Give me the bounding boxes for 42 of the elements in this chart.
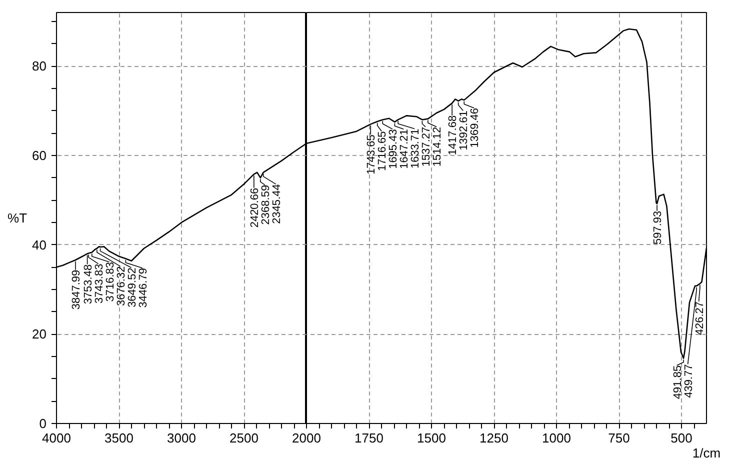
annotation: 1392.61	[458, 110, 470, 150]
annotation: 426.27	[694, 301, 706, 336]
annotation: 1695.43	[388, 129, 400, 169]
x-tick-label: 2000	[292, 430, 321, 446]
x-tick-label: 1250	[480, 430, 508, 446]
annotation: 3649.52	[126, 268, 138, 308]
x-tick-label: 3000	[167, 430, 196, 446]
x-tick-label: 750	[608, 430, 630, 446]
x-tick-label: 1500	[417, 430, 446, 446]
x-tick-label: 1000	[542, 430, 571, 446]
y-tick-label: 40	[32, 237, 47, 252]
y-axis-title: %T	[8, 210, 28, 226]
annotation: 2368.59	[260, 184, 272, 225]
annotation: 597.93	[652, 210, 664, 244]
x-tick-label: 1750	[354, 430, 384, 446]
annotation: 1716.65	[376, 131, 389, 172]
y-tick-label: 60	[32, 148, 47, 163]
annotation: 1417.68	[447, 115, 460, 156]
annotation: 1537.27	[420, 126, 433, 167]
y-tick-label: 20	[32, 326, 47, 342]
annotation: 3753.48	[82, 264, 94, 304]
annotation: 1647.21	[398, 129, 411, 169]
annotation: 439.77	[682, 364, 695, 398]
annotation: 2420.66	[248, 188, 261, 228]
annotation: 1369.46	[469, 108, 482, 148]
annotation: 1633.71	[410, 128, 422, 169]
x-tick-label: 2500	[230, 430, 258, 446]
y-tick-label: 0	[39, 416, 47, 431]
annotation: 2345.44	[270, 184, 283, 224]
x-tick-label: 500	[670, 430, 692, 446]
annotation: 3446.79	[137, 268, 150, 308]
x-axis-title: 1/cm	[692, 446, 721, 460]
annotation: 3676.32	[115, 266, 128, 306]
annotation: 3847.99	[70, 270, 82, 310]
annotation: 1514.12	[432, 126, 444, 167]
annotation: 491.85	[672, 365, 684, 400]
annotation: 3743.83	[93, 264, 106, 304]
y-tick-label: 80	[32, 58, 47, 74]
x-tick-label: 3500	[104, 430, 134, 446]
x-tick-label: 4000	[42, 430, 71, 446]
annotation: 3716.83	[104, 262, 116, 302]
annotation: 1743.65	[366, 134, 378, 174]
